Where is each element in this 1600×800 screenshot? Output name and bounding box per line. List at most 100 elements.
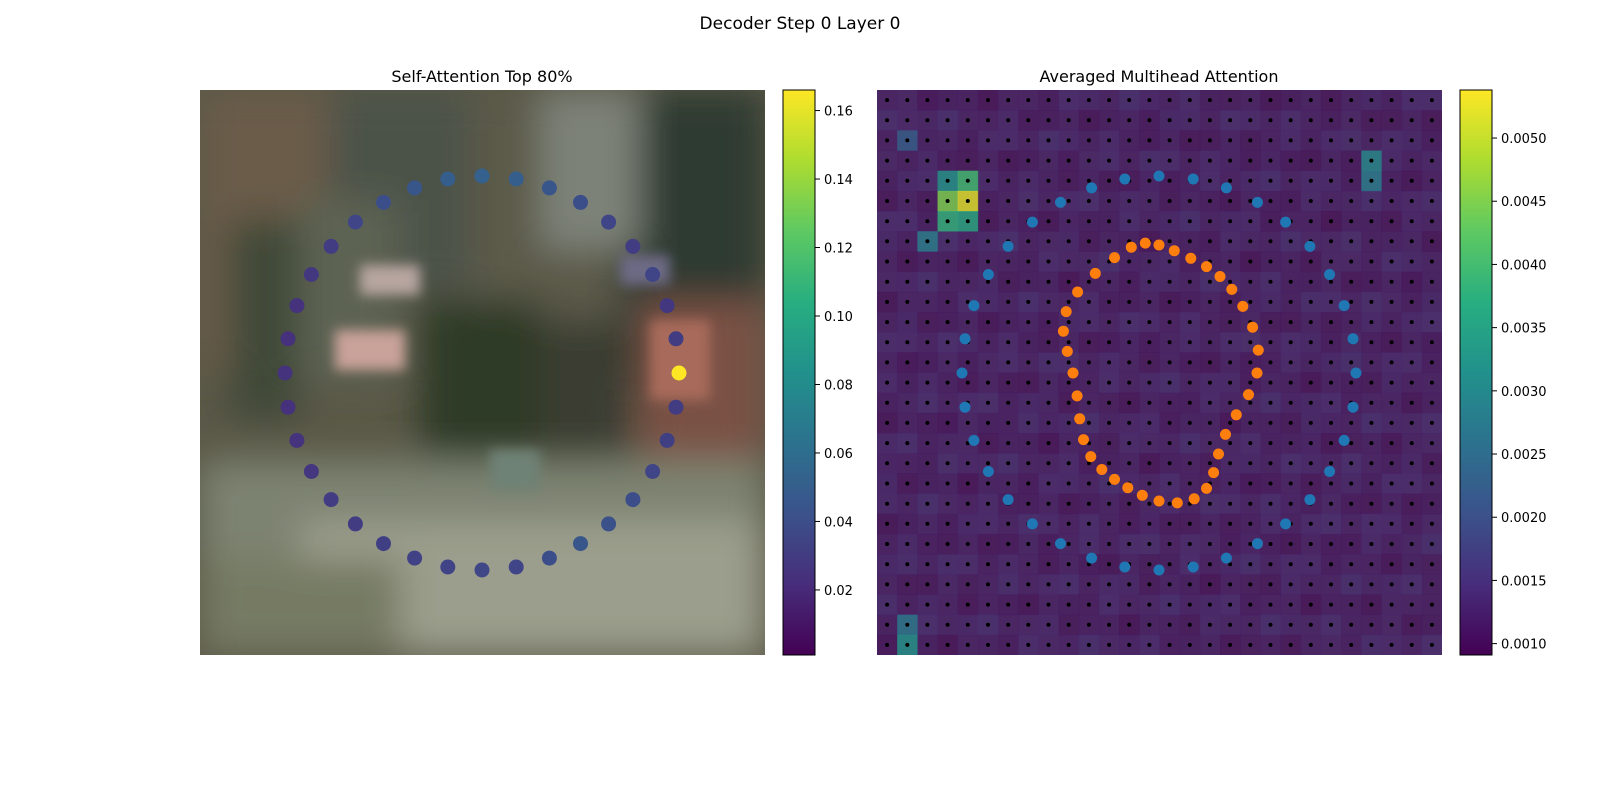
inner-point-19 <box>1071 390 1083 402</box>
outer-point-35 <box>1347 401 1359 413</box>
outer-point-29 <box>1220 552 1232 564</box>
left-colorbar-ticks: 0.02 0.04 0.06 0.08 0.10 0.12 0.14 0.16 <box>815 105 853 599</box>
inner-point-14 <box>1072 286 1084 298</box>
inner-point-33 <box>1220 428 1231 440</box>
attention-point-2 <box>659 298 675 314</box>
left-colorbar-tick-label-7: 0.16 <box>824 105 853 120</box>
outer-point-1 <box>1347 333 1359 345</box>
outer-point-3 <box>1324 269 1336 280</box>
attention-point-17 <box>280 331 296 347</box>
figure-suptitle: Decoder Step 0 Layer 0 <box>700 14 901 34</box>
right-colorbar-tick-label-6: 0.0040 <box>1501 258 1547 273</box>
right-colorbar-tick-label-5: 0.0035 <box>1501 322 1547 337</box>
right-colorbar-tick-label-3: 0.0025 <box>1501 448 1547 463</box>
inner-point-22 <box>1085 451 1097 463</box>
right-colorbar-ticks: 0.0010 0.0015 0.0020 0.0025 0.0030 0.0035 0.00… <box>1492 132 1547 653</box>
outer-point-13 <box>1026 216 1038 228</box>
inner-point-35 <box>1243 389 1254 401</box>
outer-point-19 <box>959 401 971 413</box>
outer-point-23 <box>1026 518 1038 530</box>
attention-point-8 <box>508 171 524 187</box>
inner-point-17 <box>1061 345 1073 357</box>
attention-point-19 <box>280 399 296 415</box>
inner-point-27 <box>1153 495 1165 507</box>
attention-point-28 <box>508 559 524 575</box>
attention-point-10 <box>440 171 456 187</box>
inner-point-11 <box>1125 241 1137 253</box>
outer-point-21 <box>982 466 994 477</box>
attention-point-4 <box>625 238 641 254</box>
right-colorbar-tick-label-1: 0.0015 <box>1501 574 1547 589</box>
outer-point-5 <box>1280 216 1292 228</box>
outer-point-28 <box>1187 561 1199 573</box>
outer-point-15 <box>982 269 994 280</box>
attention-point-12 <box>376 194 391 210</box>
outer-point-4 <box>1304 240 1316 252</box>
inner-point-8 <box>1168 245 1180 257</box>
attention-point-14 <box>323 238 339 254</box>
outer-point-0 <box>1350 367 1362 379</box>
attention-point-18 <box>277 365 293 381</box>
inner-point-2 <box>1247 321 1259 333</box>
outer-point-25 <box>1086 552 1098 564</box>
inner-point-25 <box>1122 482 1134 494</box>
attention-point-5 <box>601 214 617 230</box>
outer-point-24 <box>1055 538 1066 550</box>
street-scene-image <box>200 90 765 655</box>
attention-point-23 <box>347 516 363 532</box>
inner-point-28 <box>1171 497 1183 509</box>
inner-point-20 <box>1074 413 1086 425</box>
right-colorbar-tick-label-2: 0.0020 <box>1501 511 1547 526</box>
attention-heatmap <box>877 90 1442 655</box>
inner-point-3 <box>1237 300 1249 312</box>
inner-point-21 <box>1078 434 1089 446</box>
attention-point-20 <box>289 432 305 448</box>
outer-point-10 <box>1119 173 1131 185</box>
outer-point-2 <box>1338 300 1350 312</box>
right-scatter <box>956 170 1362 576</box>
inner-point-9 <box>1153 239 1165 251</box>
outer-point-6 <box>1252 196 1263 208</box>
inner-point-23 <box>1096 464 1108 475</box>
attention-point-6 <box>573 194 588 210</box>
outer-point-33 <box>1324 466 1336 477</box>
left-panel-title: Self-Attention Top 80% <box>391 67 572 86</box>
inner-point-29 <box>1188 493 1200 505</box>
outer-point-26 <box>1119 561 1131 573</box>
attention-point-25 <box>407 550 423 566</box>
right-colorbar-tick-label-8: 0.0050 <box>1501 132 1547 147</box>
left-colorbar-tick-label-4: 0.10 <box>824 310 853 325</box>
outer-point-17 <box>959 333 971 345</box>
outer-point-9 <box>1153 170 1165 182</box>
attention-point-26 <box>440 559 456 575</box>
left-colorbar-tick-label-5: 0.12 <box>824 242 853 257</box>
attention-point-22 <box>323 492 339 508</box>
inner-point-7 <box>1185 252 1197 264</box>
inner-point-16 <box>1057 325 1069 337</box>
attention-point-1 <box>668 331 684 347</box>
inner-point-30 <box>1201 482 1212 494</box>
attention-point-27 <box>474 562 490 578</box>
inner-point-31 <box>1208 467 1220 479</box>
right-colorbar-tick-label-7: 0.0045 <box>1501 195 1547 210</box>
attention-point-0 <box>671 365 687 381</box>
attention-point-35 <box>668 399 684 415</box>
outer-point-8 <box>1187 173 1199 185</box>
right-panel-title: Averaged Multihead Attention <box>1040 67 1279 86</box>
outer-point-30 <box>1252 538 1263 550</box>
outer-point-11 <box>1086 182 1098 194</box>
left-colorbar-tick-label-6: 0.14 <box>824 173 853 188</box>
inner-point-4 <box>1226 283 1238 295</box>
outer-point-34 <box>1338 434 1350 446</box>
attention-point-33 <box>645 464 661 479</box>
left-colorbar-tick-label-2: 0.06 <box>824 447 853 462</box>
attention-point-7 <box>541 180 557 196</box>
left-scatter <box>277 168 687 578</box>
left-colorbar-tick-label-1: 0.04 <box>824 515 853 530</box>
left-colorbar <box>782 89 816 656</box>
attention-point-15 <box>303 267 319 282</box>
right-colorbar-tick-label-0: 0.0010 <box>1501 638 1547 653</box>
attention-point-30 <box>573 536 588 552</box>
outer-point-20 <box>968 434 980 446</box>
